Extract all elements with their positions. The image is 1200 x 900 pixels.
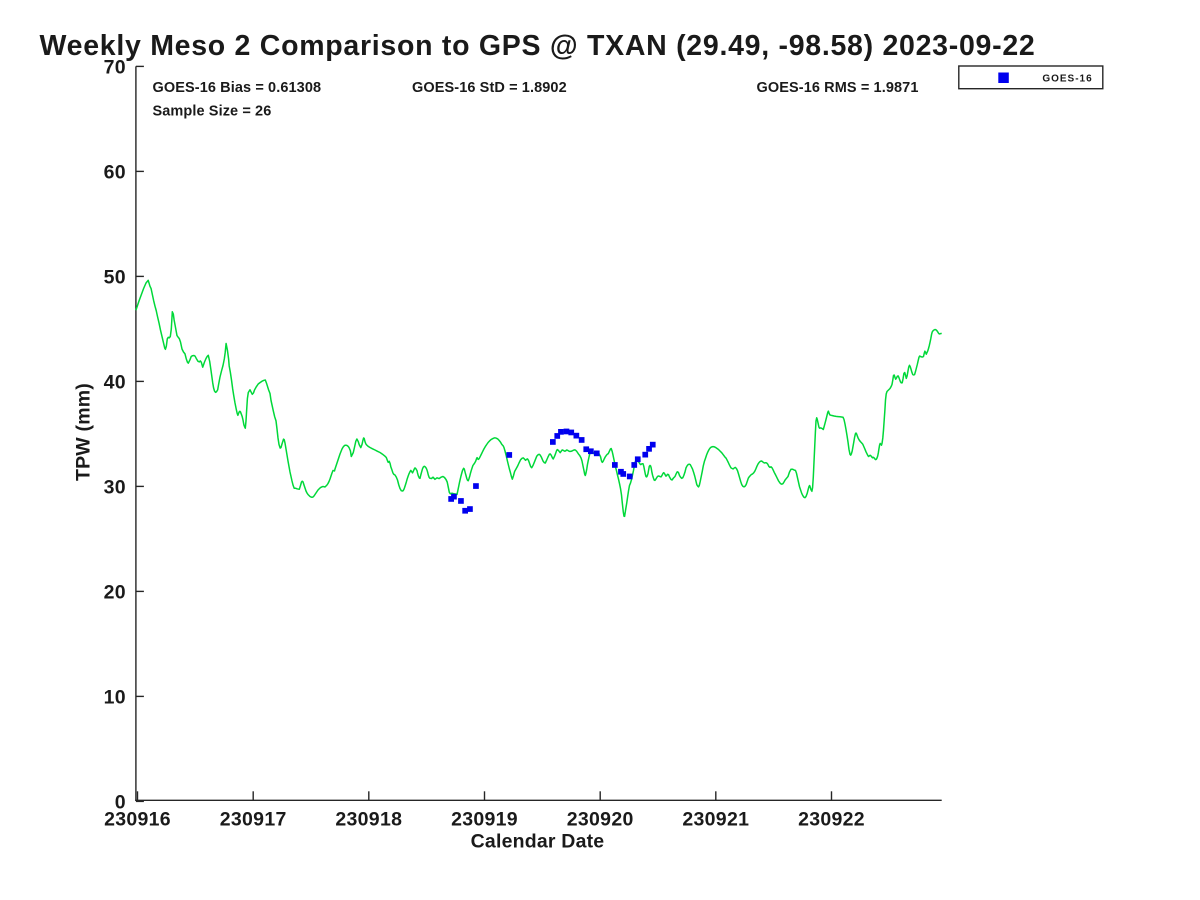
- svg-text:230921: 230921: [682, 809, 749, 831]
- svg-text:0: 0: [115, 792, 126, 814]
- svg-text:230918: 230918: [335, 809, 402, 831]
- svg-text:70: 70: [104, 57, 126, 79]
- svg-text:Sample Size = 26: Sample Size = 26: [153, 103, 272, 119]
- svg-text:30: 30: [104, 477, 126, 499]
- svg-text:10: 10: [104, 687, 126, 709]
- svg-text:40: 40: [104, 372, 126, 394]
- svg-text:GOES-16: GOES-16: [1042, 74, 1092, 85]
- svg-text:GOES-16 RMS = 1.9871: GOES-16 RMS = 1.9871: [757, 80, 919, 96]
- svg-text:230922: 230922: [798, 809, 865, 831]
- svg-text:230920: 230920: [567, 809, 634, 831]
- svg-text:60: 60: [104, 162, 126, 184]
- svg-text:GOES-16 Bias = 0.61308: GOES-16 Bias = 0.61308: [153, 80, 322, 96]
- svg-text:230916: 230916: [104, 809, 171, 831]
- svg-text:20: 20: [104, 582, 126, 604]
- svg-text:230917: 230917: [220, 809, 287, 831]
- svg-text:Weekly Meso 2 Comparison to GP: Weekly Meso 2 Comparison to GPS @ TXAN (…: [40, 30, 1036, 62]
- svg-text:50: 50: [104, 267, 126, 289]
- svg-text:TPW (mm): TPW (mm): [73, 383, 95, 481]
- svg-text:230919: 230919: [451, 809, 518, 831]
- svg-text:Calendar Date: Calendar Date: [471, 831, 605, 853]
- svg-text:GOES-16 StD = 1.8902: GOES-16 StD = 1.8902: [412, 80, 567, 96]
